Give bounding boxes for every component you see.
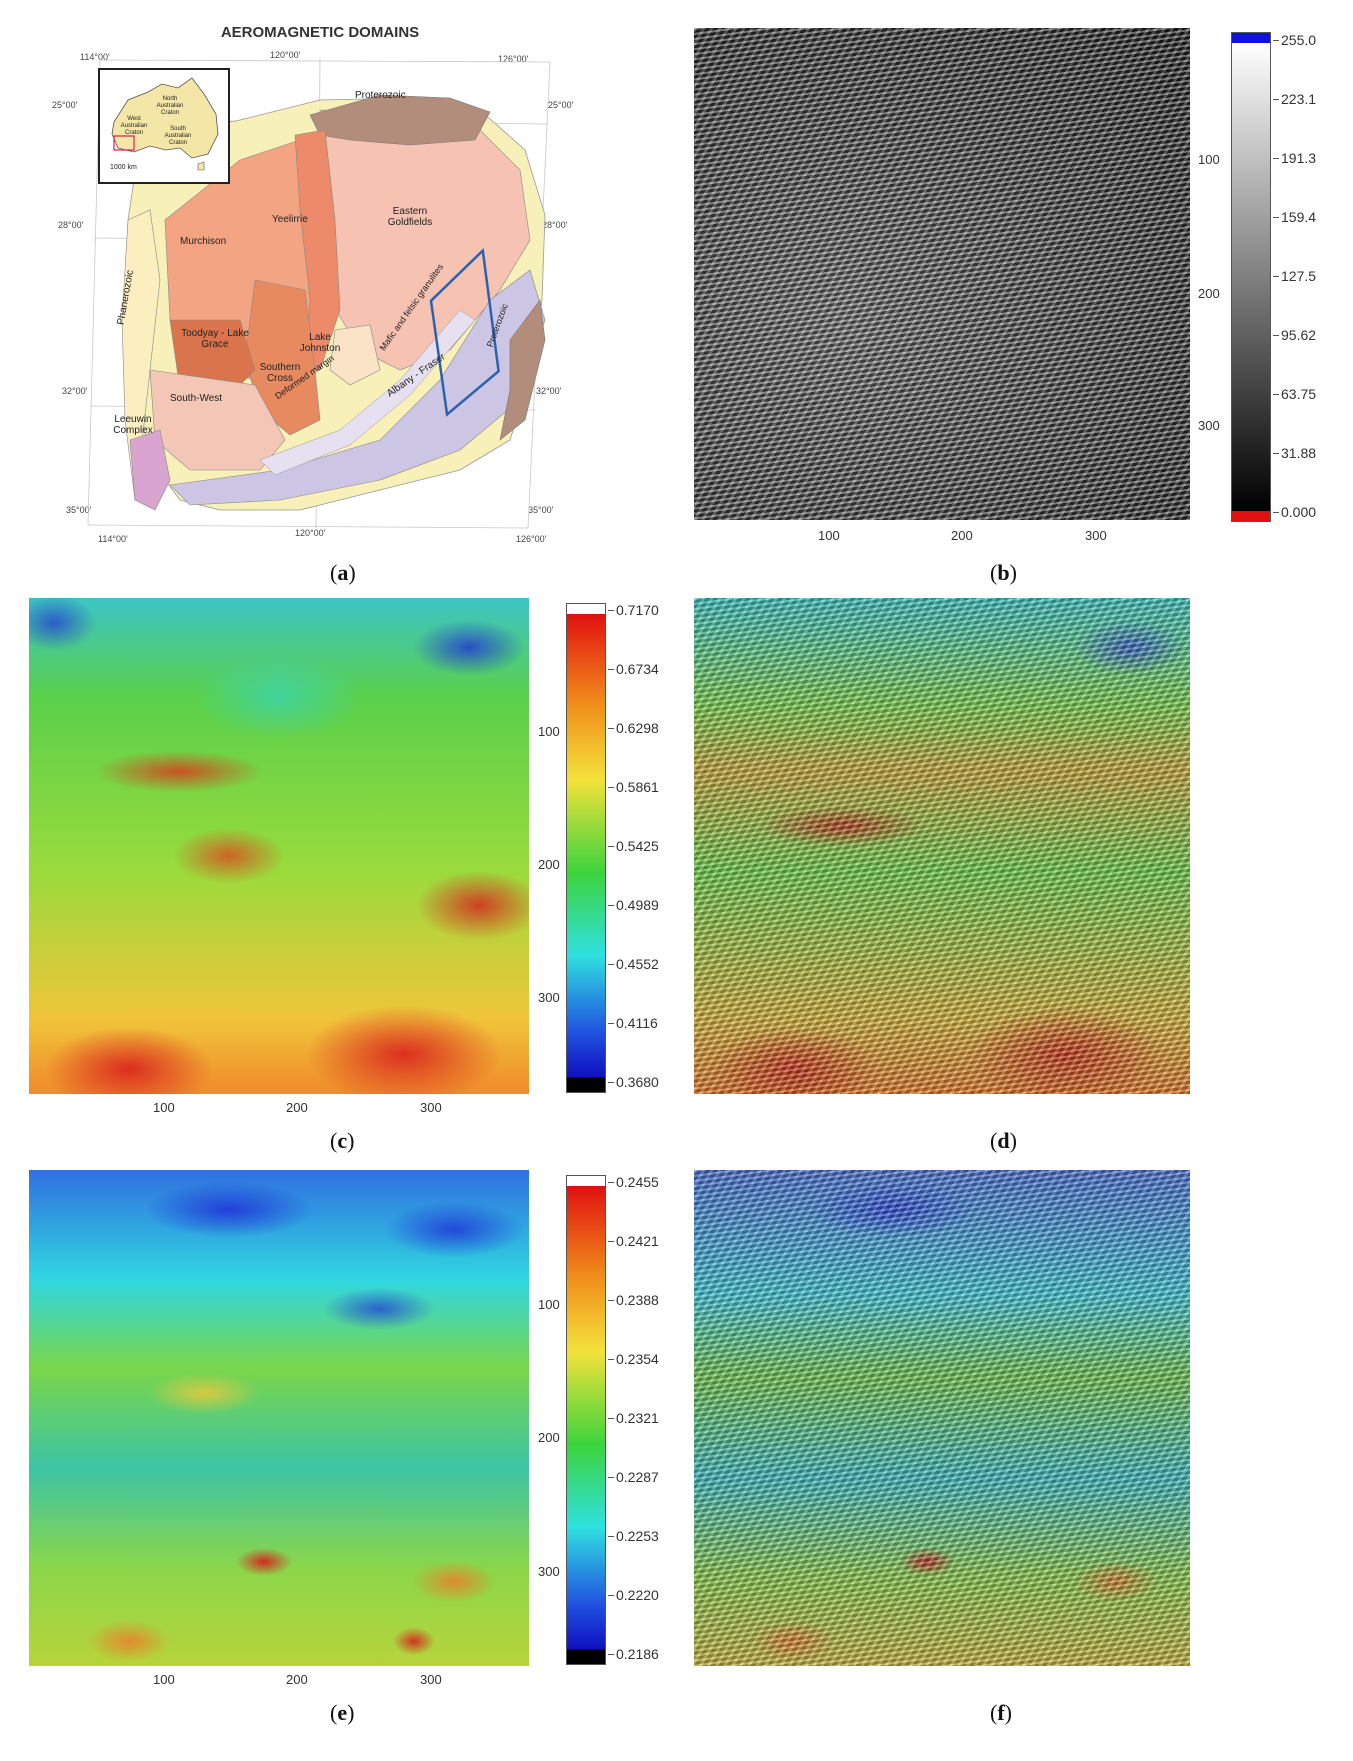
label-toodyay: Toodyay - Lake Grace — [181, 328, 249, 350]
b-cb-3: 159.4 — [1272, 209, 1317, 225]
caption-e: (e) — [330, 1700, 355, 1725]
label-yeelirrie: Yeelirrie — [272, 214, 308, 225]
label-murchison: Murchison — [180, 236, 227, 247]
c-cb-4: 0.5425 — [608, 838, 659, 854]
c-cb-8: 0.3680 — [608, 1074, 659, 1090]
b-xtick-100: 100 — [818, 528, 840, 543]
panel-c-image — [29, 598, 529, 1094]
c-xtick-100: 100 — [153, 1100, 175, 1115]
inset-scale: 1000 km — [110, 164, 137, 171]
b-cb-5: 95.62 — [1272, 327, 1317, 343]
panel-f-image — [694, 1170, 1190, 1666]
domain-map — [87, 57, 551, 529]
e-xtick-200: 200 — [286, 1672, 308, 1687]
inset-label-south: South Australian Craton — [164, 126, 192, 146]
b-ytick-100: 100 — [1198, 152, 1220, 167]
b-ytick-300: 300 — [1198, 418, 1220, 433]
c-cb-5: 0.4989 — [608, 897, 659, 913]
b-cb-0: 255.0 — [1272, 32, 1317, 48]
inset-label-north: North Australian Craton — [156, 96, 184, 116]
b-cb-7: 31.88 — [1272, 445, 1317, 461]
caption-d: (d) — [990, 1128, 1017, 1153]
b-cb-4: 127.5 — [1272, 268, 1317, 284]
b-ytick-200: 200 — [1198, 286, 1220, 301]
caption-f: (f) — [990, 1700, 1012, 1725]
coord-top-1: 114°00' — [80, 52, 110, 62]
label-lake-johnston: Lake Johnston — [299, 332, 341, 354]
caption-c: (c) — [330, 1128, 355, 1153]
e-ytick-300: 300 — [538, 1564, 560, 1579]
colorbar-c — [566, 603, 606, 1093]
coord-bottom-2: 120°00' — [295, 528, 326, 538]
e-ytick-200: 200 — [538, 1430, 560, 1445]
b-cb-1: 223.1 — [1272, 91, 1317, 107]
c-xtick-300: 300 — [420, 1100, 442, 1115]
b-cb-2: 191.3 — [1272, 150, 1317, 166]
caption-b: (b) — [990, 560, 1017, 585]
coord-left-3: 32°00' — [62, 386, 88, 396]
c-cb-6: 0.4552 — [608, 956, 659, 972]
c-cb-1: 0.6734 — [608, 661, 659, 677]
australia-outline — [111, 77, 219, 171]
b-xtick-300: 300 — [1085, 528, 1107, 543]
colorbar-e — [566, 1175, 606, 1665]
label-proterozoic: Proterozoic — [355, 90, 406, 101]
c-xtick-200: 200 — [286, 1100, 308, 1115]
e-xtick-100: 100 — [153, 1672, 175, 1687]
panel-b-image — [694, 28, 1190, 520]
e-cb-7: 0.2220 — [608, 1587, 659, 1603]
e-cb-8: 0.2186 — [608, 1646, 659, 1662]
coord-left-1: 25°00' — [52, 100, 78, 110]
panel-a: AEROMAGNETIC DOMAINS 114°00' 120°00' 126… — [52, 20, 574, 544]
e-ytick-100: 100 — [538, 1297, 560, 1312]
label-south-west: South-West — [170, 393, 223, 404]
inset-map: North Australian Craton West Australian … — [98, 68, 230, 184]
inset-label-west: West Australian Craton — [120, 116, 148, 136]
b-xtick-200: 200 — [951, 528, 973, 543]
e-cb-6: 0.2253 — [608, 1528, 659, 1544]
coord-left-2: 28°00' — [58, 220, 84, 230]
coord-right-1: 25°00' — [548, 100, 574, 110]
label-leeuwin: Leeuwin Complex — [113, 414, 153, 436]
label-eastern-goldfields: Eastern Goldfields — [387, 206, 433, 228]
coord-top-3: 126°00' — [498, 54, 529, 64]
c-ytick-200: 200 — [538, 857, 560, 872]
b-cb-8: 0.000 — [1272, 504, 1317, 520]
panel-d-image — [694, 598, 1190, 1094]
e-cb-2: 0.2388 — [608, 1292, 659, 1308]
colorbar-b — [1231, 32, 1271, 522]
c-ytick-100: 100 — [538, 724, 560, 739]
c-cb-7: 0.4116 — [608, 1015, 658, 1031]
coord-right-4: 35°00' — [528, 505, 554, 515]
panel-e-image — [29, 1170, 529, 1666]
coord-top-2: 120°00' — [270, 50, 301, 60]
e-cb-0: 0.2455 — [608, 1174, 659, 1190]
e-xtick-300: 300 — [420, 1672, 442, 1687]
c-cb-0: 0.7170 — [608, 602, 659, 618]
b-cb-6: 63.75 — [1272, 386, 1317, 402]
e-cb-4: 0.2321 — [608, 1410, 659, 1426]
map-title: AEROMAGNETIC DOMAINS — [220, 24, 420, 41]
coord-bottom-3: 126°00' — [516, 534, 547, 544]
coord-right-2: 28°00' — [542, 220, 568, 230]
e-cb-3: 0.2354 — [608, 1351, 659, 1367]
c-ytick-300: 300 — [538, 990, 560, 1005]
caption-a: (a) — [330, 560, 356, 585]
coord-bottom-1: 114°00' — [98, 534, 128, 544]
coord-right-3: 32°00' — [536, 386, 562, 396]
e-cb-5: 0.2287 — [608, 1469, 659, 1485]
c-cb-2: 0.6298 — [608, 720, 659, 736]
e-cb-1: 0.2421 — [608, 1233, 659, 1249]
coord-left-4: 35°00' — [66, 505, 92, 515]
label-southern-cross: Southern Cross — [259, 362, 301, 384]
c-cb-3: 0.5861 — [608, 779, 659, 795]
